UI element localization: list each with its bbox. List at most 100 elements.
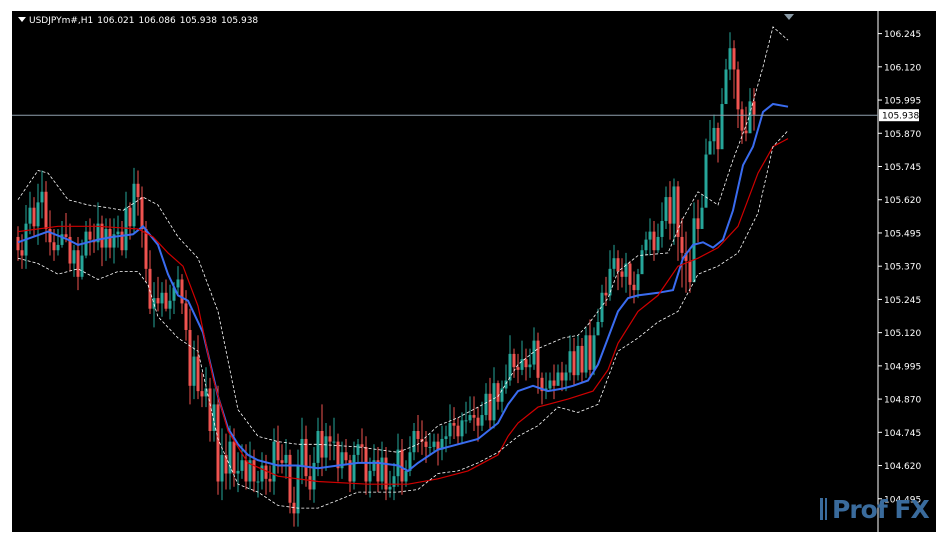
candle-body [532, 340, 536, 365]
candle-body [368, 470, 372, 482]
candle-body [488, 393, 492, 421]
candle-body [36, 202, 40, 227]
candle-body [180, 279, 184, 304]
candle-body [560, 372, 564, 381]
candle-body [340, 452, 344, 469]
symbol-header: USDJPYm#,H1 106.021 106.086 105.938 105.938 [18, 16, 262, 26]
candle-body [280, 460, 284, 463]
price-tick-label: 105.495 [884, 229, 921, 239]
candle-body [268, 478, 272, 482]
chart-shift-marker-icon[interactable] [784, 14, 794, 20]
candle-body [684, 252, 688, 261]
candle-body [144, 228, 148, 269]
candle-body [168, 300, 172, 309]
candle-body [460, 420, 464, 437]
candle-body [564, 372, 568, 381]
candle-body [336, 441, 340, 469]
candle-body [332, 441, 336, 443]
candle-body [304, 438, 308, 477]
candle-body [192, 356, 196, 386]
candle-body [400, 449, 404, 482]
candle-body [720, 104, 724, 150]
candle-body [452, 423, 456, 426]
price-chart[interactable]: 106.245 106.120 105.995 105.870 105.745 105.6… [12, 11, 936, 532]
candle-body [316, 430, 320, 463]
candle-body [496, 383, 500, 402]
candle-body [120, 231, 124, 251]
candle-body [516, 367, 520, 370]
candle-body [236, 470, 240, 474]
candle-body [696, 218, 700, 229]
candle-body [284, 454, 288, 463]
candle-body [224, 454, 228, 474]
candle-body [500, 388, 504, 402]
candle-body [732, 48, 736, 70]
chart-window[interactable]: 106.245 106.120 105.995 105.870 105.745 105.6… [12, 11, 936, 532]
candle-body [40, 191, 44, 203]
candle-body [272, 441, 276, 482]
fast-ma-line [17, 102, 789, 473]
price-tick-label: 104.620 [884, 462, 921, 472]
candle-body [680, 236, 684, 253]
candle-body [260, 465, 264, 482]
plot-background [12, 11, 936, 532]
candle-body [396, 449, 400, 477]
candle-body [296, 465, 300, 514]
candle-body [716, 127, 720, 150]
candle-body [676, 186, 680, 237]
price-tick-label: 106.120 [884, 63, 921, 73]
candle-body [376, 460, 380, 482]
candle-body [568, 351, 572, 373]
candle-body [356, 444, 360, 455]
candle-body [248, 460, 252, 482]
candle-body [88, 231, 92, 240]
candle-body [60, 234, 64, 245]
candle-body [656, 236, 660, 251]
candle-body [416, 430, 420, 439]
candle-body [160, 292, 164, 304]
candle-body [468, 415, 472, 421]
collapse-triangle-icon[interactable] [18, 17, 26, 22]
candle-body [216, 404, 220, 482]
candle-body [72, 250, 76, 264]
candle-body [140, 197, 144, 229]
candle-body [572, 351, 576, 376]
candle-body [484, 393, 488, 416]
candle-body [48, 228, 52, 243]
candle-body [668, 197, 672, 224]
candle-body [408, 452, 412, 471]
candle-body [80, 255, 84, 277]
price-tick-label: 105.370 [884, 263, 921, 273]
candle-body [712, 127, 716, 142]
candle-body [364, 446, 368, 482]
candle-body [116, 231, 120, 235]
candle-body [292, 502, 296, 514]
watermark-text: Prof FX [832, 495, 930, 524]
envelope-upper-line [17, 26, 789, 453]
candle-body [276, 441, 280, 461]
candle-body [536, 340, 540, 378]
candle-body [748, 101, 752, 134]
candle-body [312, 462, 316, 490]
candle-body [288, 454, 292, 503]
price-tick-label: 104.745 [884, 429, 921, 439]
candle-body [264, 465, 268, 479]
candle-body [188, 329, 192, 386]
candle-body [604, 292, 608, 296]
candle-body [600, 292, 604, 323]
candle-body [184, 303, 188, 330]
candle-body [388, 486, 392, 490]
watermark-logo: Prof FX [820, 495, 930, 524]
envelope-lower-line [17, 130, 789, 509]
candle-body [728, 48, 732, 70]
price-tick-label: 104.995 [884, 362, 921, 372]
candle-body [480, 415, 484, 426]
candle-body [620, 271, 624, 277]
candle-body [624, 263, 628, 277]
candle-body [172, 287, 176, 301]
candle-body [324, 436, 328, 458]
candle-body [112, 234, 116, 248]
candle-body [412, 430, 416, 453]
candle-body [352, 454, 356, 482]
candle-body [592, 335, 596, 370]
